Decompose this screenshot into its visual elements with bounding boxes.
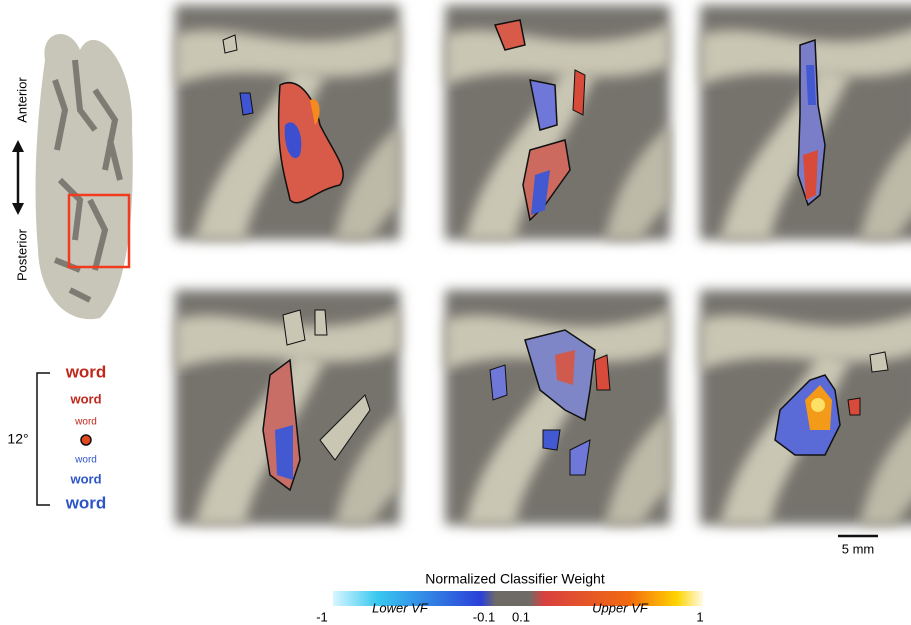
posterior-label: Posterior [14,228,29,281]
fixation-dot [81,435,91,445]
panel [175,5,400,240]
word: word [74,455,97,466]
scale-label: 5 mm [842,541,875,556]
colorbar-title: Normalized Classifier Weight [425,571,605,587]
colorbar-tick: -0.1 [473,609,495,624]
upper-vf-label: Upper VF [592,600,649,615]
panel [700,290,911,525]
brain-overview [36,34,133,319]
colorbar-tick: 1 [696,609,703,624]
anterior-label: Anterior [14,77,29,123]
panel [445,5,670,240]
orientation-arrow [12,140,24,215]
angle-bracket [37,373,50,505]
word: word [65,493,107,512]
figure: Anterior Posterior 12° word word word wo… [0,0,911,625]
panel [700,5,911,240]
word: word [74,417,97,428]
word: word [69,471,101,486]
lower-vf-label: Lower VF [372,600,429,615]
word: word [65,362,107,381]
colorbar-tick: -1 [316,609,328,624]
angle-label: 12° [7,431,28,447]
colorbar-tick: 0.1 [512,609,530,624]
panel [445,290,670,525]
panel [175,290,400,525]
word: word [69,391,101,406]
